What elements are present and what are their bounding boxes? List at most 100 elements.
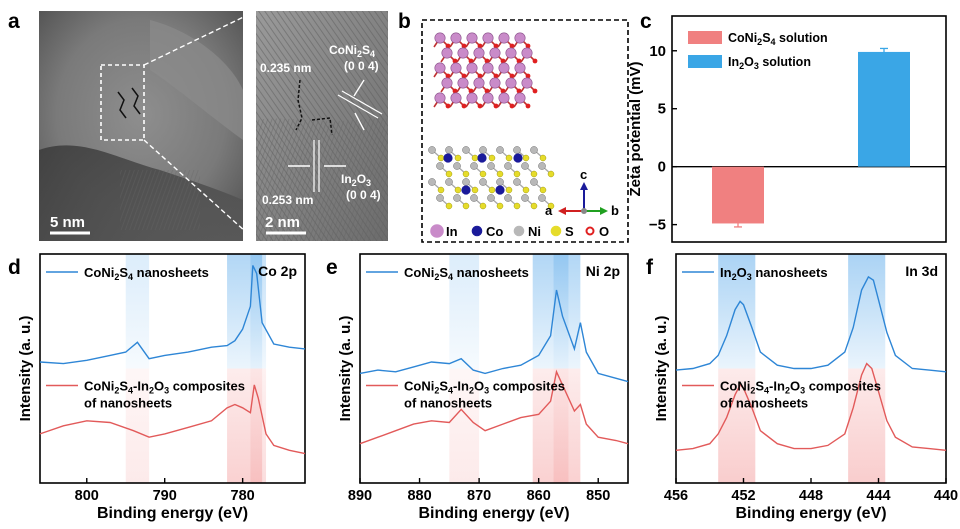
ni-atom [504, 162, 512, 170]
panel-a: a 5 nm 0.235 nm 0.253 nm CoNi2S4 (0 0 4)… [8, 10, 388, 242]
x-tick-label: 456 [664, 488, 688, 504]
co-atom [495, 185, 505, 195]
in-atom [521, 77, 533, 89]
o-atom [445, 103, 451, 109]
legend-label: CoNi2S4 nanosheets [404, 265, 529, 282]
axis-c-label: c [580, 167, 587, 182]
ni-atom [487, 162, 495, 170]
scale-label-right: 2 nm [265, 214, 300, 231]
spectrum-line [675, 275, 947, 373]
in-atom [466, 92, 478, 104]
s-atom [496, 170, 504, 178]
o-atom [461, 73, 467, 79]
highlight-band-bottom [553, 368, 569, 483]
panel-label-e: e [326, 256, 338, 279]
highlight-band-bottom [718, 368, 756, 483]
region-annotation: In 3d [905, 263, 938, 279]
s-atom [513, 170, 521, 178]
x-tick-label: 850 [586, 488, 610, 504]
ni-atom [479, 146, 487, 154]
ni-atom [530, 178, 538, 186]
spectrum-line [359, 369, 629, 445]
in-atom [505, 47, 517, 59]
ni-atom [428, 178, 436, 186]
panel-e: e 890 880 870 860 850 Binding energy (eV) Inte… [326, 253, 629, 522]
o-atom [468, 58, 474, 64]
in-atom [498, 92, 510, 104]
x-tick-label: 780 [231, 488, 255, 504]
legend-label: CoNi2S4-In2O3 composites [404, 379, 565, 396]
o-atom [477, 43, 483, 49]
co-atom [477, 153, 487, 163]
in-atom [450, 32, 462, 44]
in-atom [434, 32, 446, 44]
s-atom [454, 186, 462, 194]
o-atom [461, 43, 467, 49]
ni-atom [504, 194, 512, 202]
o-atom [532, 58, 538, 64]
x-axis-label: Binding energy (eV) [735, 505, 886, 522]
o-atom [525, 43, 531, 49]
ni-atom [487, 194, 495, 202]
s-atom [539, 186, 547, 194]
highlight-band-top [125, 254, 150, 369]
spectrum-line [39, 384, 306, 455]
y-axis-label: Intensity (a. u.) [17, 316, 34, 422]
co-atom [443, 153, 453, 163]
ni-atom [462, 178, 470, 186]
d-spacing-2: 0.253 nm [262, 193, 313, 207]
in-atom [441, 47, 453, 59]
o-atom [493, 43, 499, 49]
d-spacing-1: 0.235 nm [260, 61, 311, 75]
region-annotation: Co 2p [258, 263, 297, 279]
region-annotation: Ni 2p [586, 263, 620, 279]
s-atom [462, 170, 470, 178]
s-atom [471, 186, 479, 194]
o-atom [445, 43, 451, 49]
ni-atom [428, 146, 436, 154]
y-tick-label: −5 [649, 217, 666, 234]
o-atom [445, 73, 451, 79]
s-atom [445, 202, 453, 210]
co-atom [461, 185, 471, 195]
coni2s4-crystal-structure [428, 146, 555, 210]
in-atom [450, 62, 462, 74]
panel-label-c: c [640, 10, 652, 33]
in-atom [521, 47, 533, 59]
legend-label-line2: of nanosheets [720, 396, 808, 411]
s-atom [522, 186, 530, 194]
in-atom [457, 47, 469, 59]
o-atom [525, 103, 531, 109]
legend-label: In2O3 nanosheets [720, 265, 828, 282]
structure-frame [421, 19, 629, 243]
legend-label: CoNi2S4-In2O3 composites [720, 379, 881, 396]
ni-atom [538, 162, 546, 170]
s-atom [462, 202, 470, 210]
s-atom [505, 154, 513, 162]
ni-atom [521, 162, 529, 170]
o-atom [532, 88, 538, 94]
s-atom [547, 170, 555, 178]
phase-label-2: In2O3 [341, 172, 371, 188]
in-atom [498, 32, 510, 44]
spectrum-line [359, 289, 629, 383]
x-tick-label: 890 [348, 488, 372, 504]
s-atom [445, 170, 453, 178]
in-atom [434, 92, 446, 104]
legend-atom-s [550, 225, 562, 237]
legend-label-s: S [565, 224, 574, 239]
y-axis-label: Intensity (a. u.) [337, 316, 354, 422]
ni-atom [470, 194, 478, 202]
in-atom [457, 77, 469, 89]
s-atom [522, 154, 530, 162]
plot-frame [39, 253, 306, 484]
highlight-band-bottom [449, 368, 480, 483]
ni-atom [513, 146, 521, 154]
s-atom [454, 154, 462, 162]
ni-atom [453, 162, 461, 170]
co-atom [513, 153, 523, 163]
highlight-band-top [718, 254, 756, 369]
in-atom [489, 77, 501, 89]
